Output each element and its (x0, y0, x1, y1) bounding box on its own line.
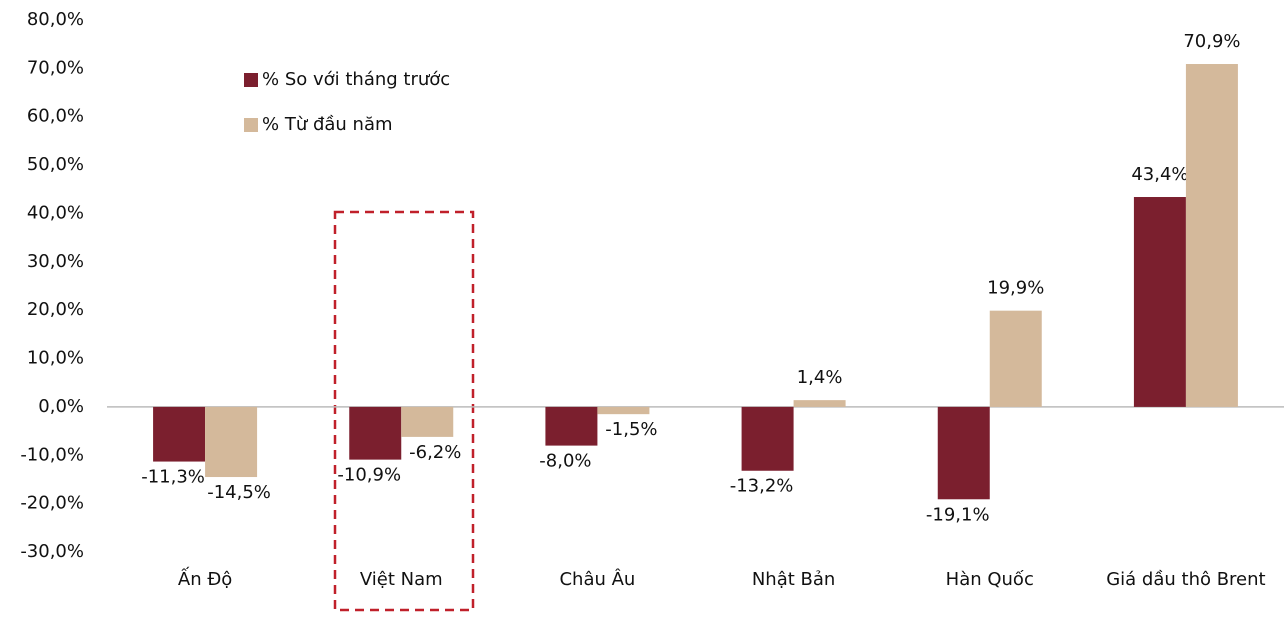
y-tick-label: 20,0% (27, 299, 84, 320)
bar (989, 310, 1042, 407)
y-tick-label: 70,0% (27, 57, 84, 78)
legend-label: % So với tháng trước (262, 69, 450, 90)
y-tick-label: -10,0% (20, 444, 84, 465)
bar (1133, 197, 1186, 407)
value-label: -13,2% (730, 476, 794, 497)
value-label: 19,9% (987, 278, 1044, 299)
legend-swatch (244, 73, 258, 87)
value-label: -19,1% (926, 504, 990, 525)
legend-label: % Từ đầu năm (262, 114, 393, 135)
value-label: -6,2% (409, 442, 461, 463)
y-tick-label: 40,0% (27, 202, 84, 223)
value-label: -8,0% (539, 451, 591, 472)
y-tick-label: 60,0% (27, 106, 84, 127)
legend-swatch (244, 118, 258, 132)
y-tick-label: 50,0% (27, 154, 84, 175)
bar (401, 406, 454, 437)
bar (741, 406, 794, 471)
value-label: -11,3% (141, 467, 205, 488)
bar (545, 406, 598, 446)
bar (597, 406, 650, 415)
value-label: -10,9% (337, 465, 401, 486)
value-label: -1,5% (605, 419, 657, 440)
y-tick-label: 10,0% (27, 348, 84, 369)
x-tick-label: Hàn Quốc (946, 569, 1034, 590)
y-tick-label: 0,0% (38, 396, 84, 417)
x-tick-label: Giá dầu thô Brent (1106, 569, 1265, 590)
highlight-box (333, 210, 475, 612)
y-tick-label: -20,0% (20, 493, 84, 514)
x-tick-label: Ấn Độ (178, 566, 232, 590)
bar (793, 400, 846, 407)
x-tick-label: Việt Nam (360, 569, 443, 590)
bar (349, 406, 402, 460)
x-tick-label: Châu Âu (559, 568, 635, 590)
y-tick-label: 30,0% (27, 251, 84, 272)
value-label: 70,9% (1183, 31, 1240, 52)
value-label: -14,5% (207, 482, 271, 503)
x-tick-label: Nhật Bản (752, 569, 835, 590)
y-tick-label: -30,0% (20, 541, 84, 562)
bar (153, 406, 206, 462)
value-label: 1,4% (797, 367, 843, 388)
bar (205, 406, 258, 478)
bar (1185, 64, 1238, 407)
bar (937, 406, 990, 500)
value-label: 43,4% (1131, 164, 1188, 185)
y-tick-label: 80,0% (27, 9, 84, 30)
